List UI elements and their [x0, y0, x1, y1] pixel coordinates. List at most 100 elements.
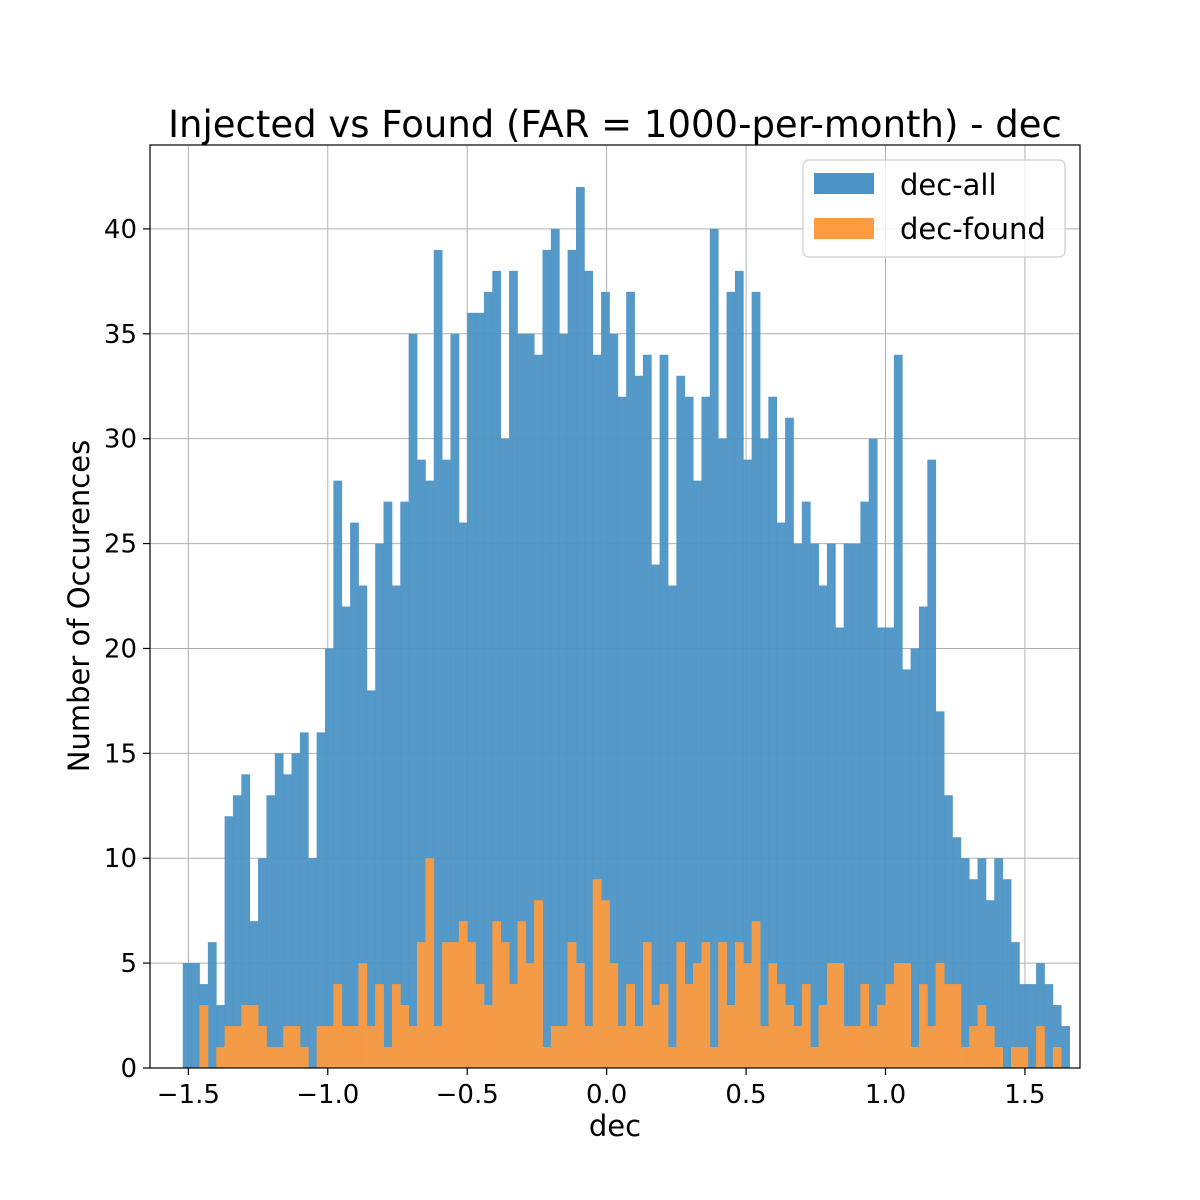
y-axis-ticks: 0 5 10 15 20 25 30 35 40 [104, 215, 150, 1084]
bar-dec-found [266, 1047, 276, 1068]
bar-dec-found [350, 1026, 359, 1068]
bar-dec-found [283, 1026, 292, 1068]
bar-dec-all [567, 249, 577, 1069]
legend-swatch-dec-all [814, 173, 874, 194]
bar-dec-all [985, 900, 995, 1068]
bar-dec-all [852, 543, 861, 1068]
bar-dec-found [500, 942, 510, 1068]
bar-dec-found [626, 984, 635, 1068]
bar-dec-found [366, 1026, 376, 1068]
bar-dec-all [308, 858, 318, 1068]
bar-dec-all [299, 732, 309, 1068]
bar-dec-all [960, 858, 970, 1068]
bar-dec-found [417, 942, 426, 1068]
bar-dec-all [910, 648, 920, 1068]
bar-dec-all [375, 543, 384, 1068]
bar-dec-all [718, 438, 727, 1068]
bar-dec-all [341, 606, 351, 1068]
bar-dec-found [274, 1047, 284, 1068]
bar-dec-found [492, 921, 502, 1068]
x-tick-label: −1.0 [296, 1080, 359, 1110]
plot-area-frame [149, 144, 1081, 1069]
bar-dec-found [199, 1005, 209, 1068]
y-tick-label: 15 [104, 739, 137, 769]
bar-dec-found [224, 1026, 234, 1068]
bar-dec-all [433, 249, 443, 1069]
bar-dec-all [684, 396, 694, 1068]
bar-dec-all [1061, 1026, 1070, 1068]
bar-dec-all [969, 879, 978, 1068]
bar-dec-all [450, 333, 460, 1069]
x-tick-label: 1.0 [865, 1080, 906, 1110]
bar-dec-all [1002, 879, 1012, 1068]
bar-dec-all [216, 1005, 225, 1068]
bar-dec-all [609, 333, 619, 1069]
bar-dec-all [232, 795, 242, 1068]
legend-swatch-dec-found [814, 218, 874, 239]
bar-dec-found [601, 900, 610, 1068]
bar-dec-found [1036, 1026, 1045, 1068]
bar-dec-all [902, 669, 911, 1068]
bar-dec-found [299, 1047, 309, 1068]
bar-dec-all [475, 312, 485, 1068]
bar-dec-found [433, 1026, 443, 1068]
bar-dec-all [793, 543, 803, 1068]
bar-dec-all [1019, 984, 1029, 1068]
bar-dec-found [550, 1026, 560, 1068]
bar-dec-found [684, 984, 694, 1068]
bar-dec-found [843, 1026, 853, 1068]
chart-title: Injected vs Found (FAR = 1000-per-month)… [168, 103, 1062, 146]
bar-dec-found [977, 1005, 987, 1068]
bar-dec-found [810, 1047, 819, 1068]
bar-dec-found [893, 963, 903, 1068]
y-tick-label: 5 [120, 949, 137, 979]
bar-dec-found [818, 1005, 828, 1068]
bar-dec-all [492, 270, 502, 1068]
bar-dec-all [994, 858, 1004, 1068]
bar-dec-all [274, 753, 284, 1068]
bar-dec-found [634, 1026, 644, 1068]
y-tick-label: 30 [104, 425, 137, 455]
bar-dec-found [291, 1026, 301, 1068]
bar-dec-all [291, 753, 301, 1068]
bar-dec-found [341, 1026, 351, 1068]
bar-dec-all [877, 627, 886, 1068]
bar-dec-all [944, 795, 953, 1068]
bar-dec-all [634, 375, 644, 1068]
bar-dec-all [324, 648, 334, 1068]
y-tick-label: 10 [104, 844, 137, 874]
y-tick-label: 25 [104, 530, 137, 560]
bar-dec-found [575, 963, 585, 1068]
bar-dec-all [400, 501, 410, 1068]
bar-dec-all [207, 942, 217, 1068]
bar-dec-all [391, 585, 401, 1068]
y-tick-label: 40 [104, 215, 137, 245]
bar-dec-all [458, 522, 468, 1068]
bar-dec-found [918, 984, 928, 1068]
bar-dec-all [408, 333, 418, 1069]
x-axis-label: dec [589, 1109, 641, 1143]
bar-dec-all [425, 480, 435, 1068]
bar-dec-found [726, 1005, 736, 1068]
bar-dec-all [776, 522, 786, 1068]
bar-dec-all [241, 774, 251, 1068]
bar-dec-found [852, 1026, 861, 1068]
bar-dec-found [868, 1026, 878, 1068]
bar-dec-all [417, 459, 426, 1069]
bar-dec-all [1027, 984, 1037, 1068]
bar-dec-found [693, 963, 702, 1068]
x-tick-label: −0.5 [436, 1080, 499, 1110]
bar-dec-found [743, 963, 753, 1068]
bar-dec-found [776, 984, 786, 1068]
bar-dec-found [509, 984, 518, 1068]
bar-dec-found [442, 942, 451, 1068]
bar-dec-found [676, 942, 686, 1068]
bar-dec-found [667, 1047, 677, 1068]
bar-dec-all [249, 921, 259, 1068]
bar-dec-all [509, 270, 518, 1068]
bar-dec-all [868, 438, 878, 1068]
bar-dec-found [994, 1047, 1004, 1068]
bar-dec-all [500, 438, 510, 1068]
bar-dec-found [927, 1026, 937, 1068]
bar-dec-all [534, 354, 543, 1069]
